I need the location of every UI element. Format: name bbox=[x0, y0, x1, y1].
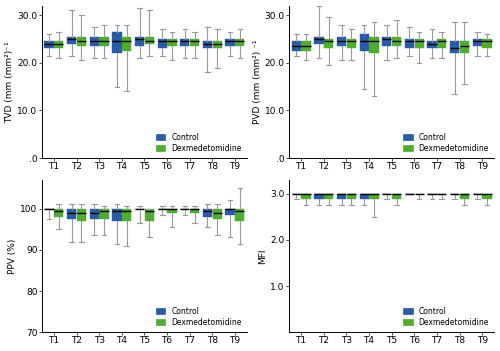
PathPatch shape bbox=[144, 37, 154, 44]
PathPatch shape bbox=[235, 39, 244, 46]
PathPatch shape bbox=[135, 37, 144, 46]
Y-axis label: PPV (%): PPV (%) bbox=[8, 238, 18, 274]
PathPatch shape bbox=[324, 39, 333, 48]
PathPatch shape bbox=[292, 41, 301, 51]
PathPatch shape bbox=[122, 208, 132, 221]
PathPatch shape bbox=[482, 39, 492, 48]
Legend: Control, Dexmedetomidine: Control, Dexmedetomidine bbox=[402, 131, 490, 154]
PathPatch shape bbox=[112, 208, 122, 221]
PathPatch shape bbox=[392, 193, 401, 199]
Legend: Control, Dexmedetomidine: Control, Dexmedetomidine bbox=[154, 305, 244, 329]
PathPatch shape bbox=[370, 193, 378, 199]
PathPatch shape bbox=[405, 39, 414, 48]
PathPatch shape bbox=[337, 37, 346, 46]
PathPatch shape bbox=[122, 37, 132, 51]
PathPatch shape bbox=[168, 208, 176, 213]
PathPatch shape bbox=[168, 39, 176, 46]
PathPatch shape bbox=[190, 39, 199, 46]
PathPatch shape bbox=[212, 41, 222, 48]
PathPatch shape bbox=[360, 193, 369, 199]
PathPatch shape bbox=[226, 39, 234, 46]
PathPatch shape bbox=[482, 193, 492, 199]
Y-axis label: TVD (mm (mm²)⁻¹: TVD (mm (mm²)⁻¹ bbox=[6, 41, 15, 122]
PathPatch shape bbox=[314, 193, 324, 199]
PathPatch shape bbox=[190, 208, 199, 213]
PathPatch shape bbox=[180, 39, 190, 46]
PathPatch shape bbox=[77, 208, 86, 221]
PathPatch shape bbox=[203, 208, 212, 217]
PathPatch shape bbox=[90, 37, 99, 46]
PathPatch shape bbox=[44, 41, 54, 48]
PathPatch shape bbox=[203, 41, 212, 48]
PathPatch shape bbox=[414, 39, 424, 48]
PathPatch shape bbox=[212, 208, 222, 219]
PathPatch shape bbox=[67, 208, 76, 219]
PathPatch shape bbox=[226, 208, 234, 215]
PathPatch shape bbox=[77, 37, 86, 46]
Legend: Control, Dexmedetomidine: Control, Dexmedetomidine bbox=[154, 131, 244, 154]
PathPatch shape bbox=[382, 37, 392, 46]
PathPatch shape bbox=[112, 32, 122, 53]
PathPatch shape bbox=[460, 193, 469, 199]
PathPatch shape bbox=[428, 41, 436, 48]
PathPatch shape bbox=[314, 37, 324, 44]
PathPatch shape bbox=[302, 193, 310, 199]
Legend: Control, Dexmedetomidine: Control, Dexmedetomidine bbox=[402, 305, 490, 329]
PathPatch shape bbox=[100, 208, 108, 219]
PathPatch shape bbox=[450, 41, 460, 53]
PathPatch shape bbox=[472, 39, 482, 46]
PathPatch shape bbox=[144, 208, 154, 221]
PathPatch shape bbox=[346, 193, 356, 199]
PathPatch shape bbox=[370, 37, 378, 53]
PathPatch shape bbox=[67, 37, 76, 44]
PathPatch shape bbox=[90, 208, 99, 219]
PathPatch shape bbox=[54, 41, 64, 48]
PathPatch shape bbox=[100, 37, 108, 46]
PathPatch shape bbox=[460, 41, 469, 53]
Y-axis label: PVD (mm (mm²) ⁻¹: PVD (mm (mm²) ⁻¹ bbox=[253, 40, 262, 124]
PathPatch shape bbox=[324, 193, 333, 199]
Y-axis label: MFI: MFI bbox=[258, 248, 268, 264]
PathPatch shape bbox=[337, 193, 346, 199]
PathPatch shape bbox=[392, 37, 401, 46]
PathPatch shape bbox=[54, 208, 64, 217]
PathPatch shape bbox=[302, 41, 310, 51]
PathPatch shape bbox=[158, 39, 167, 48]
PathPatch shape bbox=[346, 39, 356, 48]
PathPatch shape bbox=[360, 34, 369, 51]
PathPatch shape bbox=[437, 39, 446, 48]
PathPatch shape bbox=[235, 208, 244, 221]
